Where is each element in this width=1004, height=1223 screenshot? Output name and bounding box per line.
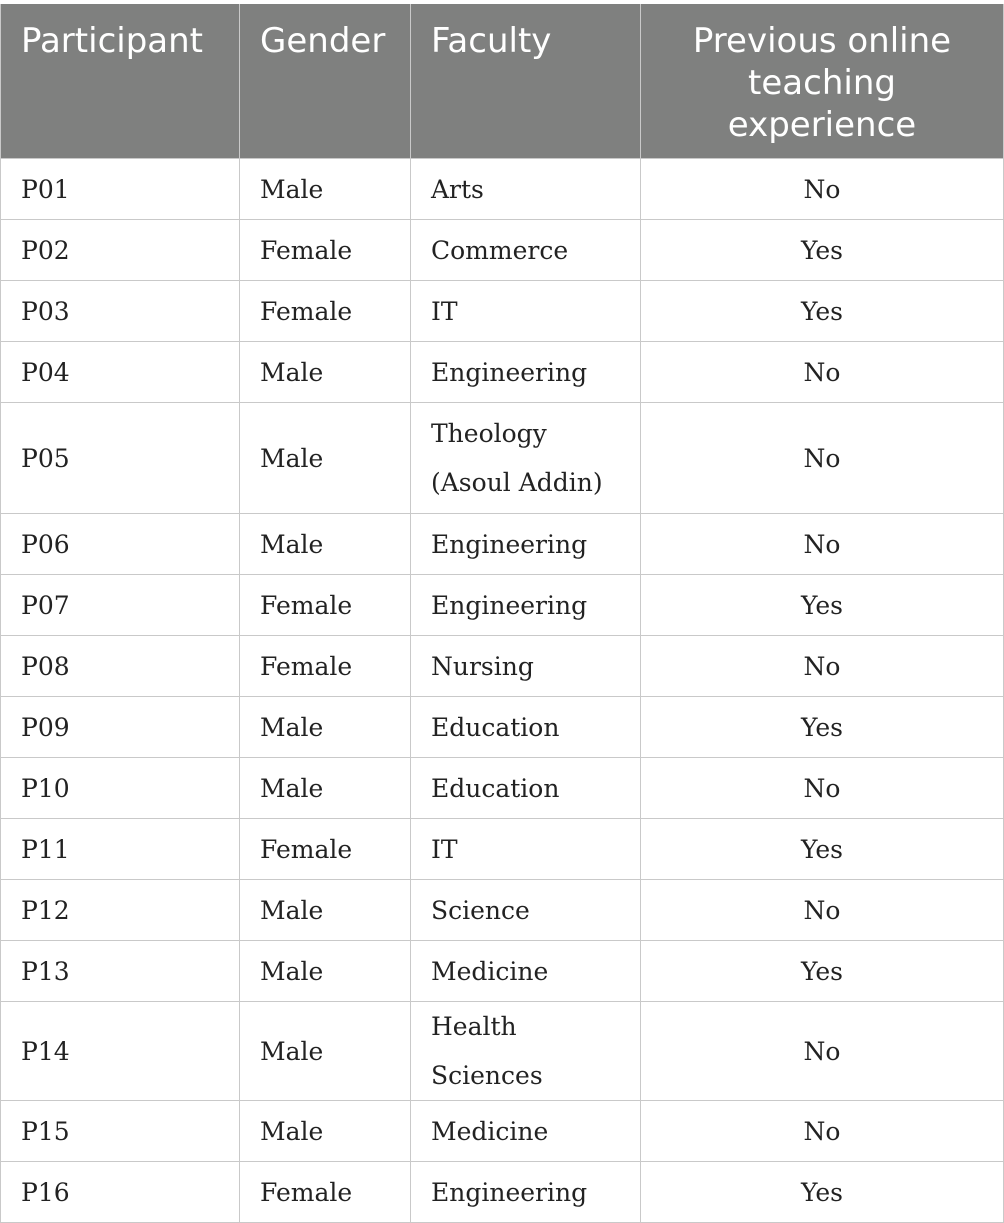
cell-participant: P07 (0, 574, 240, 636)
cell-participant: P06 (0, 513, 240, 575)
cell-participant: P08 (0, 635, 240, 697)
cell-participant: P01 (0, 158, 240, 220)
table-row: P13 Male Medicine Yes (0, 940, 1004, 1002)
cell-experience: No (640, 341, 1004, 403)
header-participant: Participant (0, 4, 240, 159)
cell-gender: Female (239, 280, 411, 342)
cell-faculty: Medicine (410, 1100, 641, 1162)
cell-experience: No (640, 402, 1004, 514)
cell-experience: Yes (640, 219, 1004, 281)
cell-experience: Yes (640, 696, 1004, 758)
cell-faculty: Education (410, 757, 641, 819)
cell-gender: Male (239, 879, 411, 941)
cell-participant: P13 (0, 940, 240, 1002)
cell-participant: P10 (0, 757, 240, 819)
cell-experience: No (640, 513, 1004, 575)
header-gender: Gender (239, 4, 411, 159)
cell-participant: P04 (0, 341, 240, 403)
cell-experience: Yes (640, 1161, 1004, 1223)
cell-faculty: Nursing (410, 635, 641, 697)
table-row: P11 Female IT Yes (0, 818, 1004, 880)
cell-experience: No (640, 757, 1004, 819)
cell-gender: Female (239, 574, 411, 636)
cell-experience: No (640, 158, 1004, 220)
table-row: P03 Female IT Yes (0, 280, 1004, 342)
participants-table-container: Participant Gender Faculty Previous onli… (0, 4, 1004, 1223)
table-row: P05 Male Theology (Asoul Addin) No (0, 402, 1004, 514)
cell-faculty: IT (410, 818, 641, 880)
table-row: P09 Male Education Yes (0, 696, 1004, 758)
cell-experience: No (640, 879, 1004, 941)
cell-participant: P16 (0, 1161, 240, 1223)
cell-experience: Yes (640, 940, 1004, 1002)
cell-faculty: IT (410, 280, 641, 342)
cell-gender: Male (239, 402, 411, 514)
table-row: P15 Male Medicine No (0, 1100, 1004, 1162)
table-row: P08 Female Nursing No (0, 635, 1004, 697)
cell-gender: Female (239, 1161, 411, 1223)
table-row: P16 Female Engineering Yes (0, 1161, 1004, 1223)
cell-faculty: Medicine (410, 940, 641, 1002)
cell-participant: P05 (0, 402, 240, 514)
cell-participant: P03 (0, 280, 240, 342)
cell-gender: Female (239, 219, 411, 281)
table-row: P07 Female Engineering Yes (0, 574, 1004, 636)
cell-gender: Male (239, 158, 411, 220)
cell-participant: P12 (0, 879, 240, 941)
table-row: P14 Male Health Sciences No (0, 1001, 1004, 1101)
cell-faculty: Engineering (410, 1161, 641, 1223)
cell-faculty: Theology (Asoul Addin) (410, 402, 641, 514)
cell-experience: No (640, 1001, 1004, 1101)
cell-participant: P09 (0, 696, 240, 758)
header-row: Participant Gender Faculty Previous onli… (0, 4, 1004, 159)
cell-gender: Female (239, 818, 411, 880)
cell-participant: P14 (0, 1001, 240, 1101)
cell-participant: P02 (0, 219, 240, 281)
cell-faculty: Science (410, 879, 641, 941)
cell-gender: Male (239, 940, 411, 1002)
table-body: P01 Male Arts No P02 Female Commerce Yes… (0, 158, 1004, 1223)
cell-gender: Male (239, 696, 411, 758)
cell-faculty: Engineering (410, 513, 641, 575)
cell-experience: No (640, 1100, 1004, 1162)
cell-gender: Male (239, 341, 411, 403)
table-row: P01 Male Arts No (0, 158, 1004, 220)
table-row: P12 Male Science No (0, 879, 1004, 941)
cell-experience: No (640, 635, 1004, 697)
cell-participant: P15 (0, 1100, 240, 1162)
table-row: P02 Female Commerce Yes (0, 219, 1004, 281)
cell-gender: Male (239, 757, 411, 819)
cell-gender: Male (239, 1001, 411, 1101)
cell-experience: Yes (640, 574, 1004, 636)
cell-faculty: Arts (410, 158, 641, 220)
table-row: P10 Male Education No (0, 757, 1004, 819)
cell-faculty: Engineering (410, 341, 641, 403)
cell-experience: Yes (640, 280, 1004, 342)
cell-gender: Female (239, 635, 411, 697)
cell-gender: Male (239, 513, 411, 575)
cell-participant: P11 (0, 818, 240, 880)
cell-faculty: Health Sciences (410, 1001, 641, 1101)
cell-experience: Yes (640, 818, 1004, 880)
cell-faculty: Engineering (410, 574, 641, 636)
table-row: P04 Male Engineering No (0, 341, 1004, 403)
cell-gender: Male (239, 1100, 411, 1162)
participants-table: Participant Gender Faculty Previous onli… (0, 4, 1004, 1223)
cell-faculty: Education (410, 696, 641, 758)
header-faculty: Faculty (410, 4, 641, 159)
table-header: Participant Gender Faculty Previous onli… (0, 4, 1004, 159)
header-previous-online-teaching-experience: Previous online teaching experience (640, 4, 1004, 159)
cell-faculty: Commerce (410, 219, 641, 281)
table-row: P06 Male Engineering No (0, 513, 1004, 575)
